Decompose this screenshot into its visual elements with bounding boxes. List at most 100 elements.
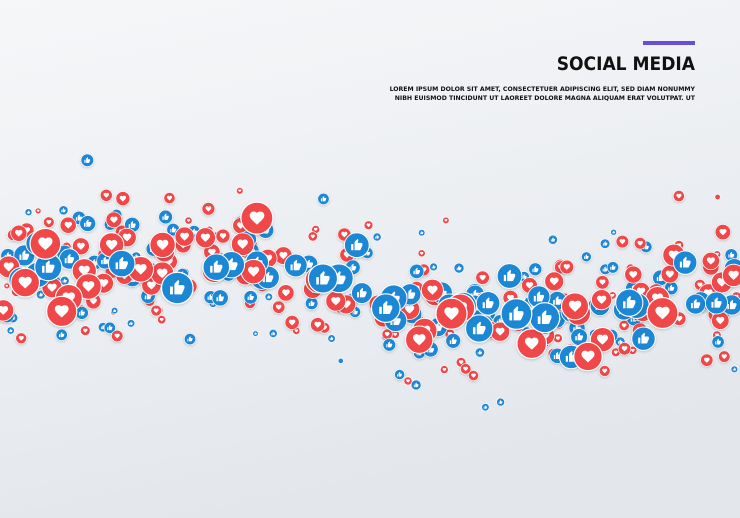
like-bubble [55,328,68,341]
like-bubble [107,249,136,278]
body-text: NIBH EUISMOD TINCIDUNT UT LAOREET DOLORE… [395,95,696,102]
like-bubble [606,261,620,274]
heart-bubble [201,202,216,216]
heart-bubble [80,325,91,336]
heart-bubble [307,231,318,242]
heart-bubble [150,304,162,317]
heart-bubble [439,365,449,374]
like-bubble [631,326,656,351]
like-bubble [252,330,259,337]
like-bubble [211,289,229,307]
title: SOCIAL MEDIA [557,53,696,75]
heart-bubble [3,282,11,290]
heart-bubble [363,220,374,230]
like-bubble [110,307,119,315]
like-bubble [243,290,258,305]
heart-bubble [215,228,231,244]
heart-bubble [111,329,124,343]
heart-bubble [595,275,610,290]
like-bubble [685,293,706,315]
heart-bubble [624,265,643,284]
heart-bubble [633,237,647,250]
heart-bubble [435,297,468,330]
like-bubble [475,291,501,316]
like-bubble [307,263,339,294]
like-bubble [80,153,94,167]
heart-bubble [700,353,714,367]
like-bubble [372,232,382,242]
heart-bubble [420,278,444,302]
like-bubble [496,397,505,407]
heart-bubble [701,251,720,271]
heart-bubble [272,300,286,314]
like-bubble [711,335,725,349]
like-bubble [529,302,561,334]
heart-bubble [29,227,62,260]
heart-bubble [673,190,685,202]
like-bubble [418,229,426,237]
heart-bubble [711,311,730,330]
accent-bar [643,41,695,45]
like-bubble [496,263,523,289]
heart-bubble [403,376,413,386]
heart-bubble [163,192,176,204]
like-bubble [351,282,373,304]
heart-bubble [0,299,15,322]
heart-bubble [615,235,630,249]
like-bubble [317,192,330,205]
heart-bubble [115,191,131,206]
like-bubble [453,262,465,274]
heart-bubble [714,194,721,201]
heart-bubble [149,231,176,259]
heart-bubble [310,317,326,333]
heart-bubble [417,249,426,258]
like-bubble [305,296,319,311]
like-bubble [343,232,370,259]
heart-bubble [721,263,740,288]
like-bubble [704,291,729,315]
like-bubble [327,334,336,343]
heart-bubble [475,270,490,285]
heart-bubble [15,332,28,345]
like-bubble [103,321,116,334]
heart-bubble [714,224,731,241]
heart-bubble [10,267,41,298]
like-bubble [283,253,308,278]
like-bubble [528,262,543,277]
heart-bubble [598,365,611,377]
like-bubble [264,292,273,302]
heart-bubble [10,224,28,242]
like-bubble [58,205,69,216]
heart-bubble [184,216,193,225]
like-bubble [481,403,490,412]
heart-bubble [105,211,123,229]
heart-bubble [174,226,195,247]
like-bubble [6,326,15,335]
like-bubble [615,288,644,317]
like-bubble [410,379,422,391]
heart-bubble [718,350,731,363]
heart-bubble [460,363,472,375]
heart-bubble [325,290,347,312]
like-bubble [337,357,344,364]
like-bubble [79,215,97,232]
like-bubble [445,333,461,349]
like-bubble [394,369,405,380]
heart-bubble [43,216,55,228]
like-bubble [382,338,396,352]
bubble [714,194,721,201]
heart-bubble [442,216,450,224]
heart-bubble [100,189,113,202]
heart-bubble [646,296,679,330]
like-bubble [184,333,197,346]
heart-bubble [157,315,167,325]
heart-bubble [34,207,42,215]
heart-bubble [573,341,603,372]
like-bubble [673,250,698,275]
like-bubble [268,328,278,338]
heart-bubble [59,216,77,234]
heart-bubble [559,259,574,275]
heart-bubble [236,187,244,195]
heart-bubble [516,328,548,360]
